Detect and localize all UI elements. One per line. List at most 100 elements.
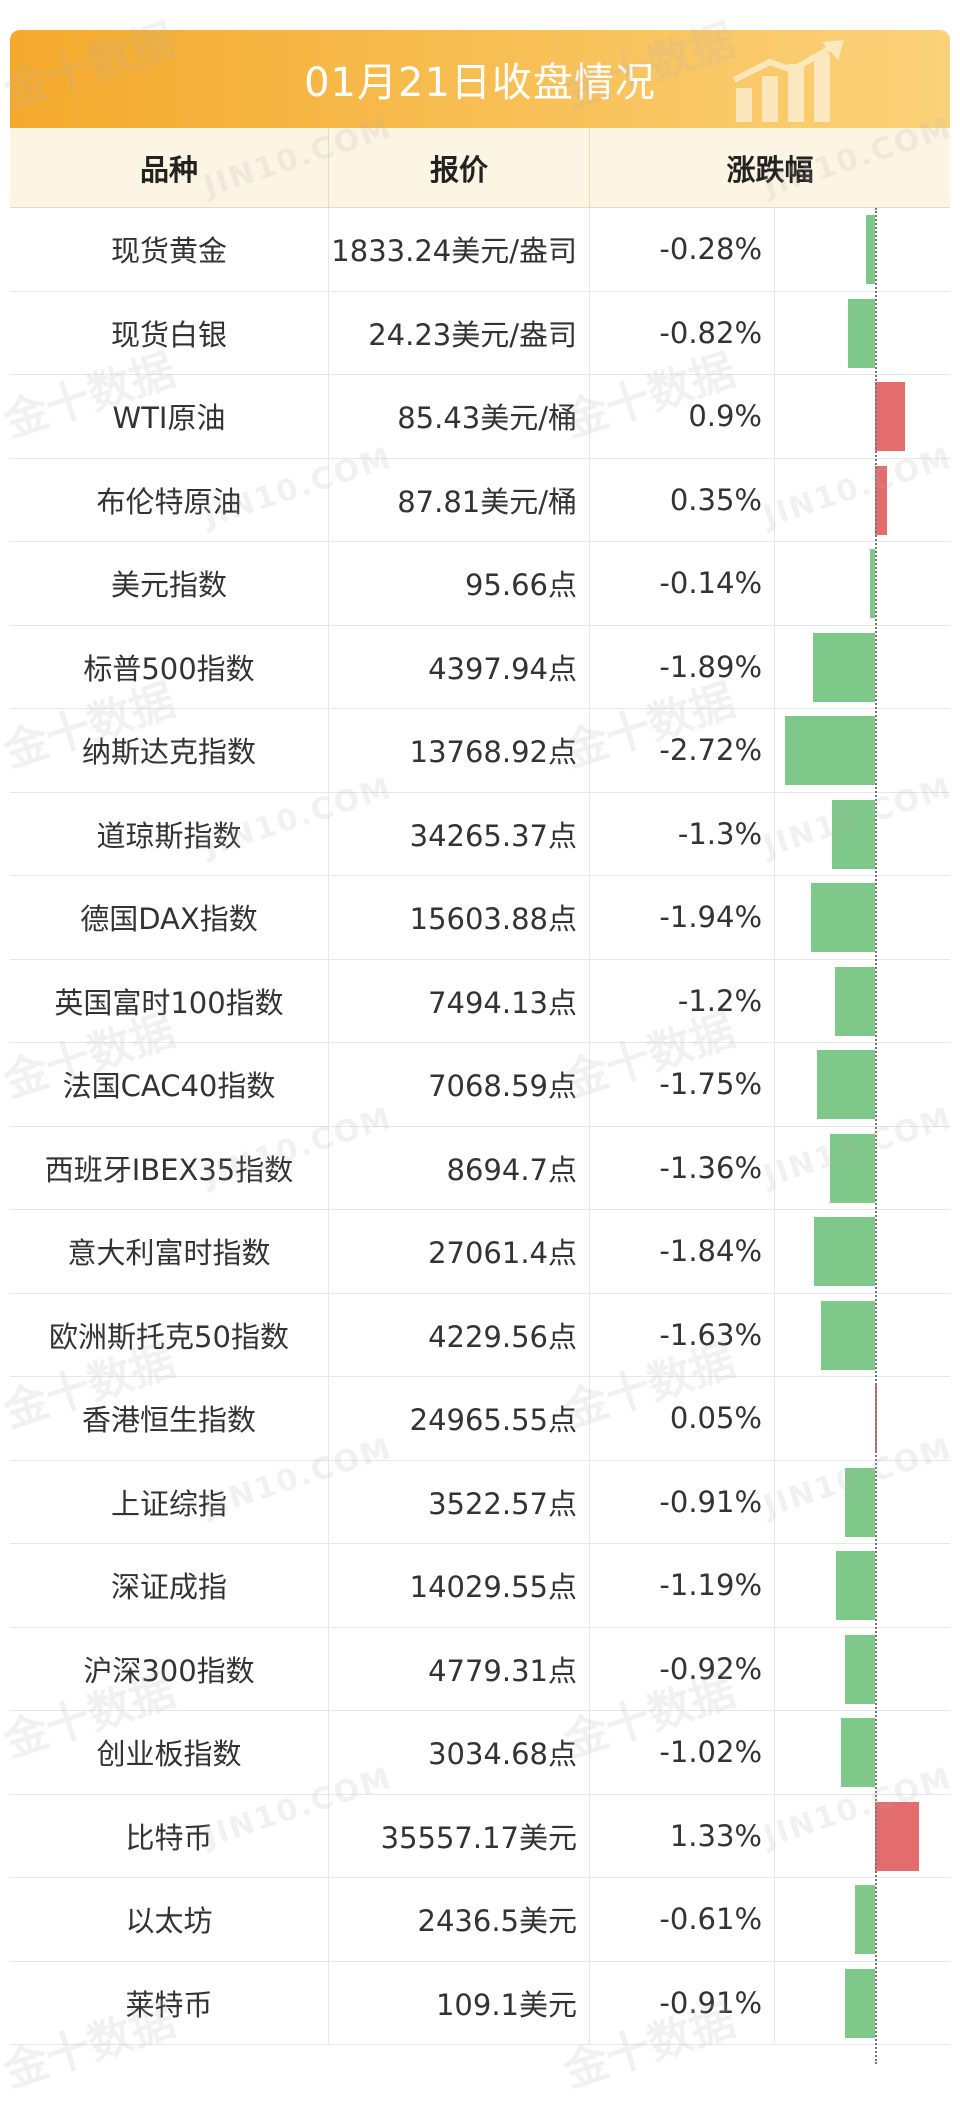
positive-change-bar	[875, 1801, 919, 1871]
change-bar-cell	[775, 1377, 950, 1460]
instrument-price: 24.23美元/盎司	[329, 291, 590, 374]
change-bar-cell	[775, 459, 950, 542]
change-bar-cell	[775, 960, 950, 1043]
instrument-name: 以太坊	[10, 1878, 329, 1961]
change-bar-cell	[775, 1962, 950, 2045]
negative-change-bar	[785, 716, 875, 785]
title-bar: 01月21日收盘情况	[10, 30, 950, 128]
instrument-change: -1.84%	[590, 1210, 775, 1293]
change-bar-cell	[775, 1461, 950, 1544]
header-change: 涨跌幅	[726, 152, 814, 187]
instrument-price: 109.1美元	[329, 1961, 590, 2044]
instrument-change: -0.61%	[590, 1878, 775, 1961]
instrument-price: 1833.24美元/盎司	[329, 208, 590, 291]
table-row: 法国CAC40指数 7068.59点 -1.75%	[10, 1043, 950, 1127]
table-row: 莱特币 109.1美元 -0.91%	[10, 1961, 950, 2045]
instrument-name: 莱特币	[10, 1961, 329, 2044]
table-body: 现货黄金 1833.24美元/盎司 -0.28% 现货白银 24.23美元/盎司 -0.8…	[10, 208, 950, 2045]
instrument-name: 沪深300指数	[10, 1627, 329, 1710]
table-row: 西班牙IBEX35指数 8694.7点 -1.36%	[10, 1126, 950, 1210]
instrument-price: 34265.37点	[329, 792, 590, 875]
table-row: 现货黄金 1833.24美元/盎司 -0.28%	[10, 208, 950, 292]
negative-change-bar	[821, 1300, 875, 1370]
negative-change-bar	[844, 1467, 875, 1537]
instrument-change: -2.72%	[590, 709, 775, 792]
negative-change-bar	[847, 298, 875, 368]
change-bar-cell	[775, 1127, 950, 1210]
instrument-change: -1.02%	[590, 1711, 775, 1794]
instrument-change: -0.91%	[590, 1961, 775, 2044]
table-row: 意大利富时指数 27061.4点 -1.84%	[10, 1210, 950, 1294]
negative-change-bar	[810, 883, 875, 952]
negative-change-bar	[830, 1133, 875, 1203]
change-bar-cell	[775, 876, 950, 959]
table-row: 沪深300指数 4779.31点 -0.92%	[10, 1627, 950, 1711]
table-row: 深证成指 14029.55点 -1.19%	[10, 1544, 950, 1628]
instrument-name: 现货黄金	[10, 208, 329, 291]
change-bar-cell	[775, 292, 950, 375]
table-row: 比特币 35557.17美元 1.33%	[10, 1794, 950, 1878]
negative-change-bar	[835, 1551, 875, 1620]
instrument-change: -1.2%	[590, 959, 775, 1042]
table-row: 上证综指 3522.57点 -0.91%	[10, 1460, 950, 1544]
instrument-name: 现货白银	[10, 291, 329, 374]
negative-change-bar	[865, 215, 875, 284]
change-bar-cell	[775, 375, 950, 458]
instrument-change: -0.82%	[590, 291, 775, 374]
instrument-change: -1.75%	[590, 1043, 775, 1126]
header-name: 品种	[10, 128, 329, 207]
instrument-name: 深证成指	[10, 1544, 329, 1627]
instrument-change: -1.19%	[590, 1544, 775, 1627]
instrument-name: 标普500指数	[10, 625, 329, 708]
rising-chart-icon	[732, 40, 844, 122]
change-bar-cell	[775, 1544, 950, 1627]
instrument-price: 2436.5美元	[329, 1878, 590, 1961]
instrument-price: 27061.4点	[329, 1210, 590, 1293]
instrument-change: 1.33%	[590, 1794, 775, 1877]
instrument-change: 0.35%	[590, 458, 775, 541]
instrument-price: 13768.92点	[329, 709, 590, 792]
negative-change-bar	[835, 966, 875, 1036]
instrument-price: 8694.7点	[329, 1126, 590, 1209]
instrument-name: 欧洲斯托克50指数	[10, 1293, 329, 1376]
instrument-name: 布伦特原油	[10, 458, 329, 541]
header-price: 报价	[329, 128, 590, 207]
table-row: 美元指数 95.66点 -0.14%	[10, 542, 950, 626]
instrument-change: -0.14%	[590, 542, 775, 625]
table-row: 欧洲斯托克50指数 4229.56点 -1.63%	[10, 1293, 950, 1377]
table-row: 道琼斯指数 34265.37点 -1.3%	[10, 792, 950, 876]
table-row: 标普500指数 4397.94点 -1.89%	[10, 625, 950, 709]
instrument-price: 87.81美元/桶	[329, 458, 590, 541]
instrument-name: 道琼斯指数	[10, 792, 329, 875]
instrument-name: 美元指数	[10, 542, 329, 625]
instrument-change: -1.94%	[590, 876, 775, 959]
quote-table: 品种 报价 涨跌幅 现货黄金 1833.24美元/盎司 -0.28% 现货白银 24.2…	[10, 128, 950, 2045]
instrument-change: -0.28%	[590, 208, 775, 291]
instrument-name: 意大利富时指数	[10, 1210, 329, 1293]
instrument-price: 15603.88点	[329, 876, 590, 959]
page-title: 01月21日收盘情况	[304, 60, 656, 106]
instrument-name: 英国富时100指数	[10, 959, 329, 1042]
positive-change-bar	[875, 465, 887, 535]
instrument-price: 95.66点	[329, 542, 590, 625]
table-row: 德国DAX指数 15603.88点 -1.94%	[10, 876, 950, 960]
instrument-change: -1.36%	[590, 1126, 775, 1209]
table-row: 英国富时100指数 7494.13点 -1.2%	[10, 959, 950, 1043]
table-row: 现货白银 24.23美元/盎司 -0.82%	[10, 291, 950, 375]
instrument-price: 24965.55点	[329, 1377, 590, 1460]
change-bar-cell	[775, 709, 950, 792]
negative-change-bar	[844, 1634, 875, 1704]
change-bar-cell	[775, 208, 950, 291]
change-bar-cell	[775, 1294, 950, 1377]
change-bar-cell	[775, 1043, 950, 1126]
instrument-name: 香港恒生指数	[10, 1377, 329, 1460]
instrument-price: 7068.59点	[329, 1043, 590, 1126]
negative-change-bar	[832, 799, 875, 869]
instrument-name: 创业板指数	[10, 1711, 329, 1794]
change-bar-cell	[775, 793, 950, 876]
instrument-change: 0.9%	[590, 375, 775, 458]
negative-change-bar	[854, 1885, 875, 1954]
instrument-name: 法国CAC40指数	[10, 1043, 329, 1126]
positive-change-bar	[875, 382, 905, 451]
instrument-name: 纳斯达克指数	[10, 709, 329, 792]
